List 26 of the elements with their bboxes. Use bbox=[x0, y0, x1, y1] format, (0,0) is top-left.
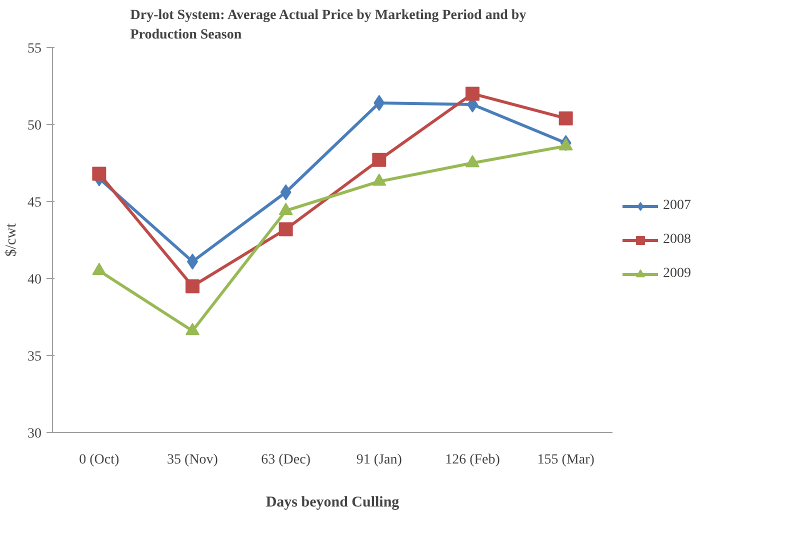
point bbox=[186, 322, 200, 336]
point bbox=[278, 222, 293, 236]
chart-title: Dry-lot System: Average Actual Price by Marketing Period and by Production Season bbox=[130, 8, 526, 42]
x-tick-label: 0 (Oct) bbox=[79, 452, 120, 468]
point bbox=[558, 111, 573, 126]
legend-label: 2008 bbox=[663, 232, 691, 248]
point bbox=[92, 262, 106, 276]
point bbox=[466, 86, 480, 101]
x-tick-label: 126 (Feb) bbox=[445, 452, 500, 468]
y-tick-label: 55 bbox=[28, 42, 42, 56]
x-tick-label: 91 (Jan) bbox=[356, 452, 402, 468]
x-tick-label: 35 (Nov) bbox=[167, 452, 218, 468]
y-tick-label: 45 bbox=[28, 196, 42, 210]
x-axis-title: Days beyond Culling bbox=[266, 494, 400, 510]
y-axis-title: $/cwt bbox=[4, 222, 20, 257]
point bbox=[186, 279, 200, 294]
y-tick-label: 30 bbox=[28, 426, 42, 442]
y-tick-label: 50 bbox=[28, 118, 42, 134]
x-tick-label: 63 (Dec) bbox=[261, 452, 311, 468]
legend-label: 2007 bbox=[663, 198, 691, 214]
legend-label: 2009 bbox=[663, 266, 691, 282]
x-tick-label: 155 (Mar) bbox=[537, 452, 595, 468]
point bbox=[92, 166, 106, 181]
point bbox=[372, 152, 386, 167]
y-tick-label: 35 bbox=[28, 350, 42, 364]
y-tick-label: 40 bbox=[28, 272, 42, 288]
